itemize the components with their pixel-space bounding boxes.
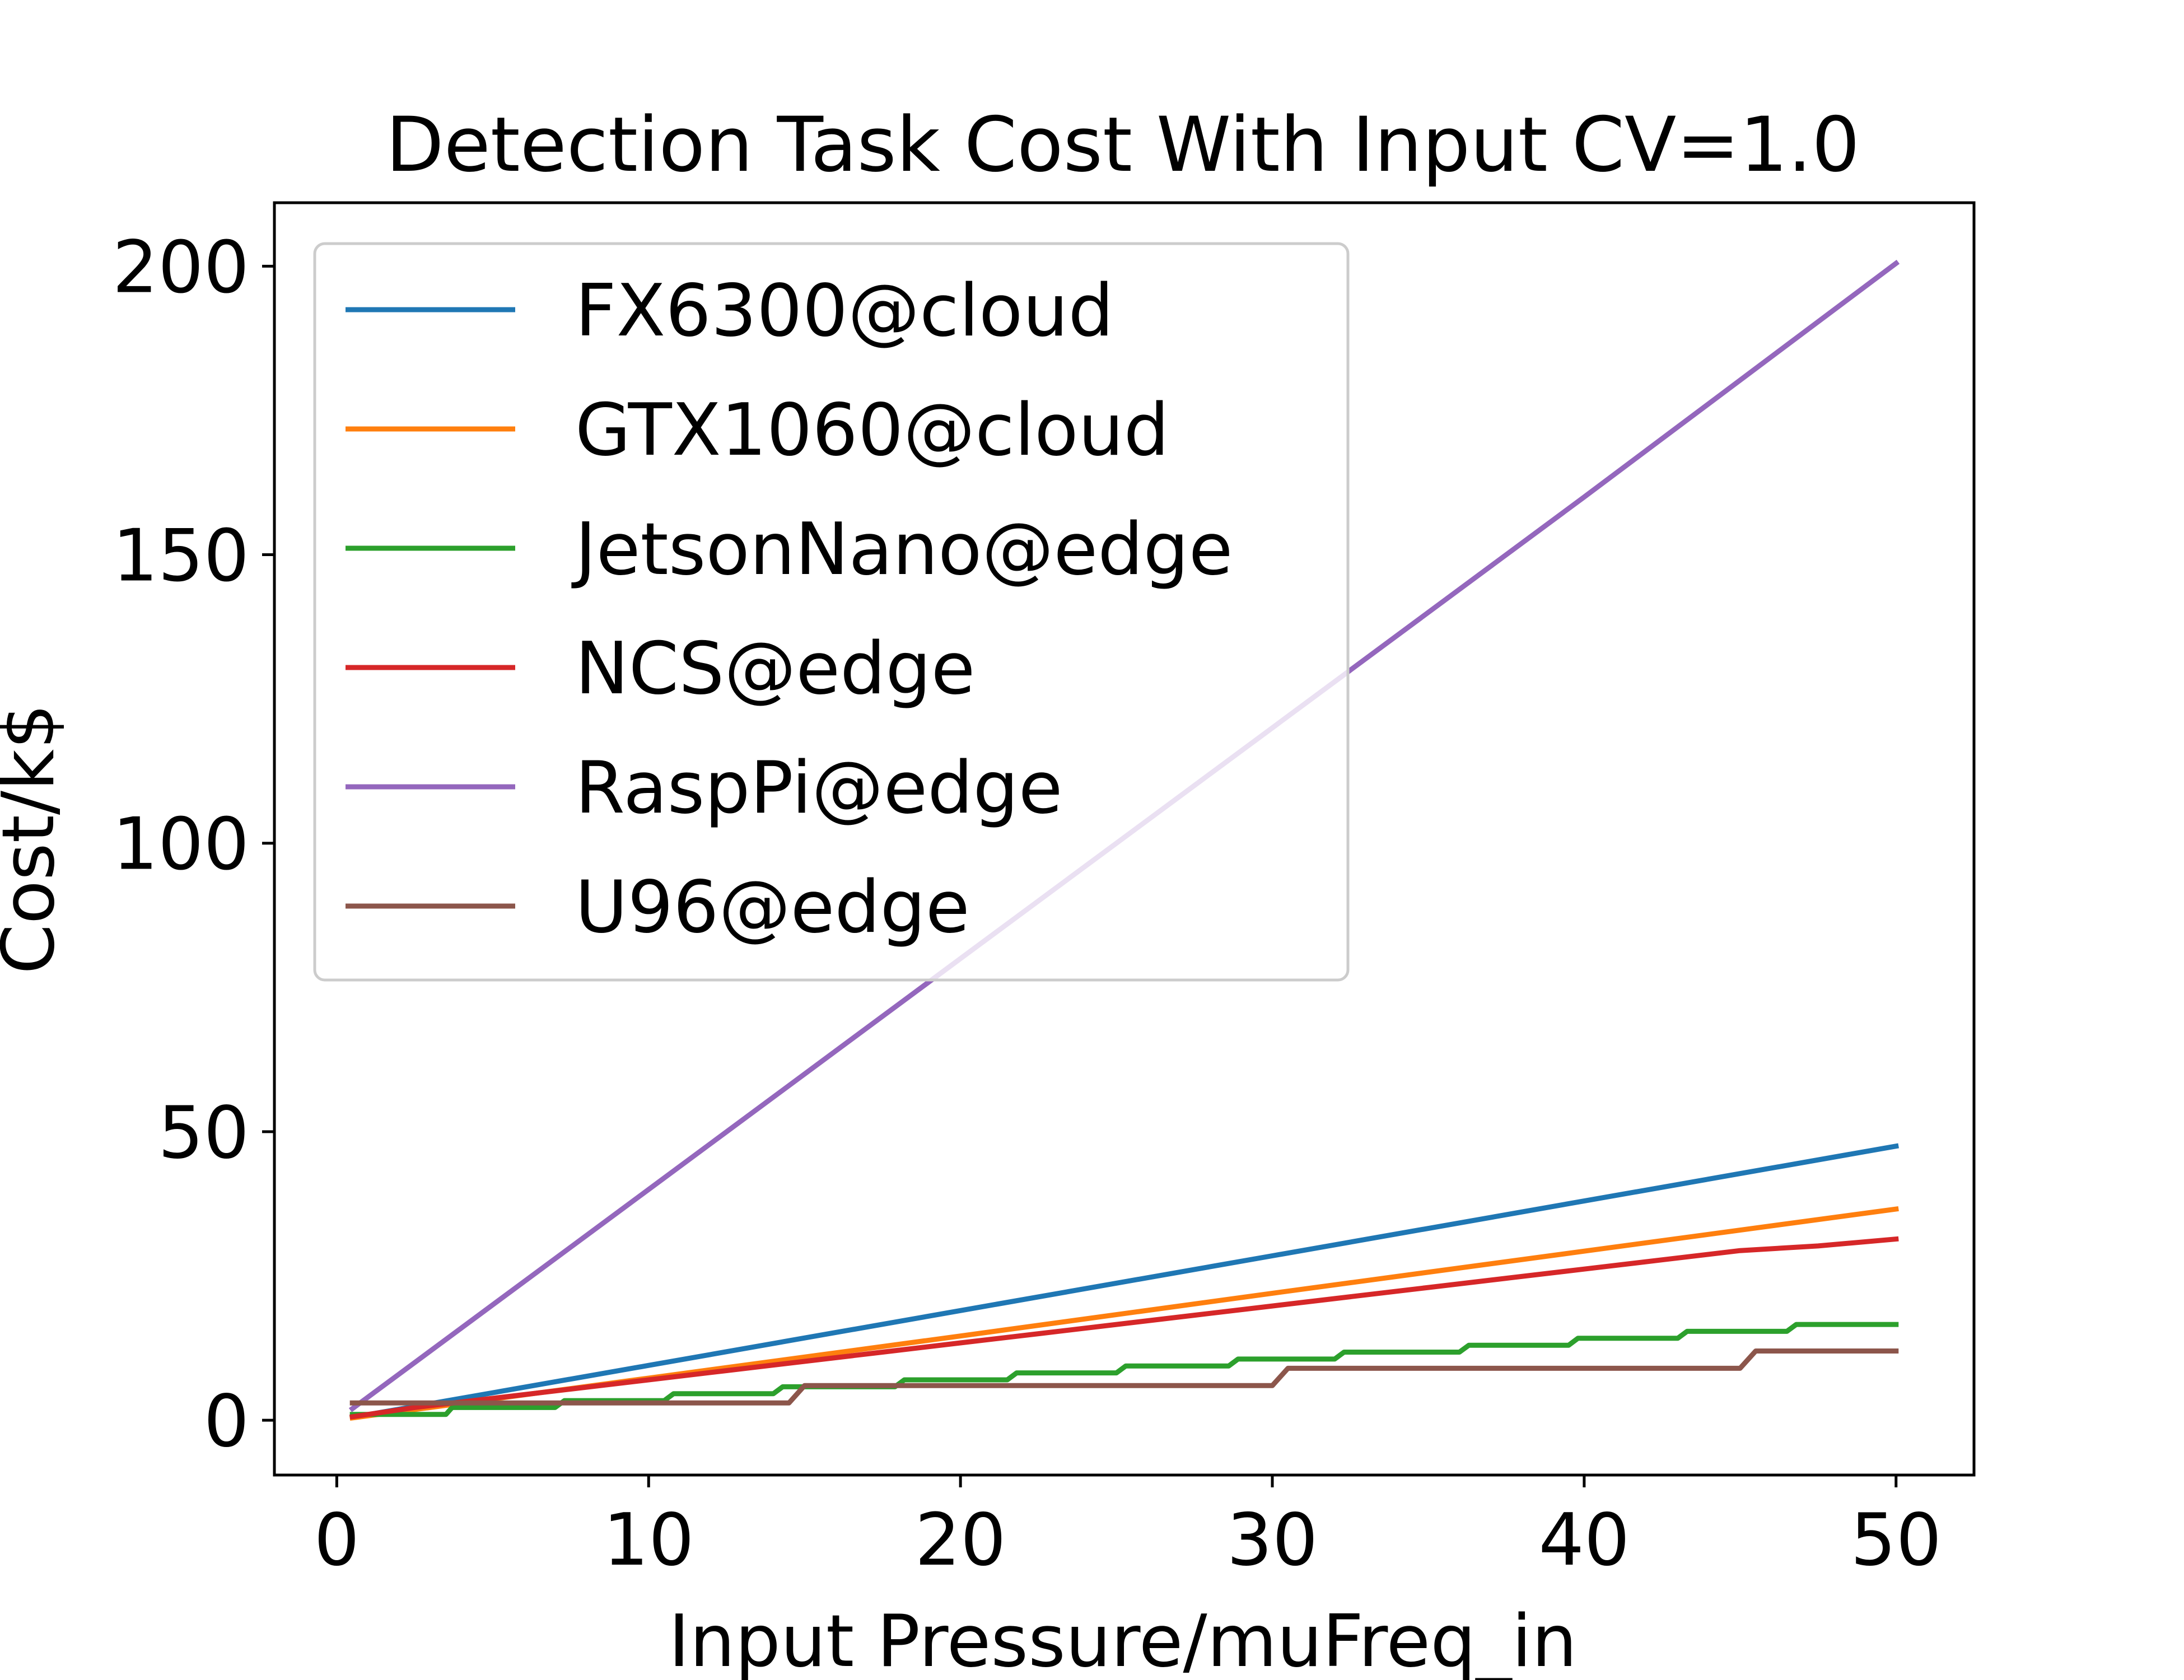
legend-label-5: U96@edge: [575, 866, 970, 949]
x-tick-label: 0: [314, 1499, 360, 1582]
legend-box: [313, 242, 1350, 982]
legend-label-1: GTX1060@cloud: [575, 389, 1169, 472]
y-tick-label: 100: [113, 803, 249, 886]
legend-label-0: FX6300@cloud: [575, 269, 1114, 353]
x-tick-label: 50: [1850, 1499, 1942, 1582]
y-tick-label: 50: [158, 1091, 249, 1175]
x-tick-label: 40: [1538, 1499, 1630, 1582]
legend-label-2: JetsonNano@edge: [571, 508, 1233, 591]
plot-frame: [273, 201, 1976, 1477]
series-line-0: [349, 1143, 1900, 1421]
y-axis-ticks: 0 50 100 150 200: [113, 226, 274, 1463]
x-tick-label: 20: [915, 1499, 1006, 1582]
legend-label-3: NCS@edge: [575, 627, 975, 711]
x-axis-label: Input Pressure/muFreq_in: [669, 1600, 1577, 1680]
series-layer: [348, 259, 1900, 1421]
legend: FX6300@cloud GTX1060@cloud JetsonNano@edge…: [313, 242, 1350, 982]
series-line-5: [349, 1348, 1899, 1406]
y-tick-label: 0: [204, 1380, 249, 1463]
legend-label-4: RaspPi@edge: [575, 746, 1062, 830]
y-tick-label: 150: [113, 515, 249, 598]
x-tick-label: 30: [1227, 1499, 1318, 1582]
x-axis-ticks: 0 10 20 30 40 50: [314, 1475, 1942, 1582]
y-axis-label: Cost/k$: [0, 703, 71, 974]
x-tick-label: 10: [603, 1499, 694, 1582]
series-line-3: [349, 1236, 1899, 1420]
chart-title: Detection Task Cost With Input CV=1.0: [386, 101, 1860, 189]
y-tick-label: 200: [113, 226, 249, 309]
